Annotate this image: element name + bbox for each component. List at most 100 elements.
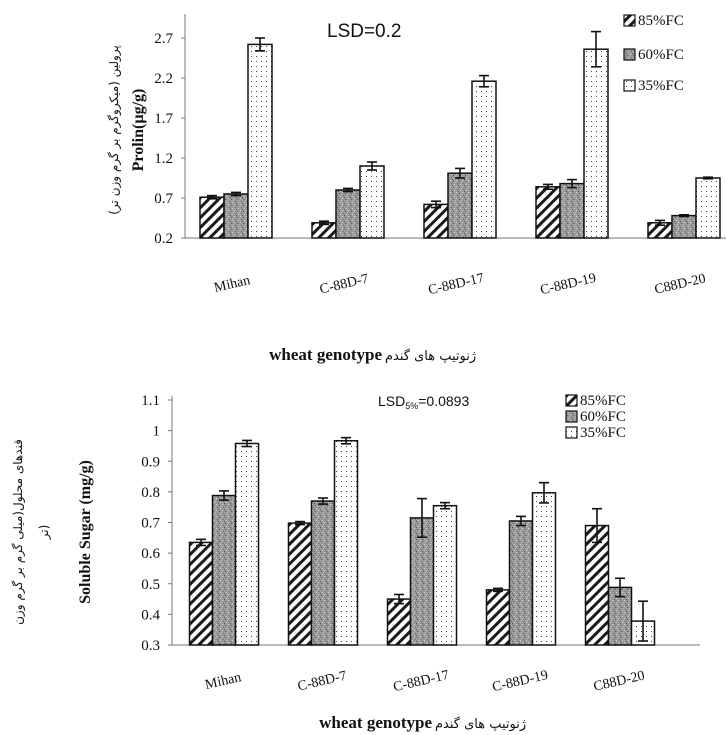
sugar-legend: 85%FC 60%FC 35%FC (565, 393, 626, 441)
error-bar-35fc (703, 176, 713, 180)
prolin-y-ticks: 0.2 0.7 1.2 1.7 2.2 2.7 (154, 31, 185, 247)
category-label: C-88D-7 (318, 272, 370, 298)
sugar-x-axis-label: wheat genotype (319, 713, 432, 732)
error-bar-85fc (196, 538, 206, 547)
sugar-x-axis-title: wheat genotype ژنوتیپ های گندم (319, 713, 526, 732)
y-tick-label: 2.2 (154, 71, 173, 87)
sugar-lsd-value: =0.0893 (418, 393, 469, 409)
y-tick-label: 1.7 (154, 111, 173, 127)
y-tick-label: 1.1 (141, 393, 160, 409)
prolin-x-axis-label: wheat genotype (269, 345, 382, 364)
bar-60fc (508, 520, 534, 646)
bar-35fc (695, 177, 721, 239)
legend-swatch-85 (565, 394, 578, 407)
y-tick-label: 0.5 (141, 577, 160, 593)
prolin-lsd-annotation: LSD=0.2 (327, 21, 401, 42)
bar-60fc (335, 189, 361, 239)
sugar-y-axis-label-fa-1: قندهای محلول(میلی گرم بر گرم وزن (11, 439, 26, 625)
legend-label-35: 35%FC (580, 425, 626, 441)
error-bar-35fc (255, 37, 265, 52)
category-label: C-88D-17 (392, 668, 451, 695)
sugar-y-axis-label: Soluble Sugar (mg/g) (77, 460, 94, 604)
y-tick-label: 2.7 (154, 31, 173, 47)
bar-85fc (386, 598, 412, 646)
error-bar-85fc (295, 520, 305, 526)
sugar-bars (188, 436, 656, 646)
error-bar-85fc (394, 593, 404, 605)
bar-85fc (485, 589, 511, 646)
bar-85fc (199, 196, 225, 239)
sugar-lsd-sub: 5% (405, 401, 418, 411)
error-bar-35fc (367, 161, 377, 171)
sugar-y-axis-label-fa-2: تر) (37, 525, 52, 541)
bar-35fc (234, 442, 260, 646)
prolin-y-axis-label-fa: پرولین (میکروگرم بر گرم وزن تر) (107, 45, 122, 215)
bar-85fc (287, 522, 313, 646)
error-bar-35fc (591, 30, 601, 68)
error-bar-60fc (516, 515, 526, 527)
bar-60fc (447, 172, 473, 239)
error-bar-35fc (638, 600, 648, 642)
error-bar-35fc (440, 501, 450, 510)
bar-60fc (671, 214, 697, 239)
y-tick-label: 0.7 (141, 516, 160, 532)
error-bar-60fc (455, 167, 465, 179)
legend-swatch-85 (623, 14, 636, 27)
sugar-chart: 0.3 0.4 0.5 0.6 0.7 0.8 0.9 1 1.1 Mihan C-88D-7 C-… (11, 393, 700, 732)
legend-label-85: 85%FC (580, 393, 626, 409)
error-bar-35fc (539, 481, 549, 504)
bar-35fc (432, 504, 458, 646)
bar-85fc (188, 541, 214, 646)
bar-85fc (584, 524, 610, 646)
bar-35fc (583, 48, 609, 239)
category-label: C88D-20 (592, 668, 646, 694)
error-bar-60fc (567, 178, 577, 189)
error-bar-60fc (417, 497, 427, 539)
error-bar-35fc (479, 74, 489, 88)
bar-35fc (247, 43, 273, 239)
bar-60fc (211, 494, 237, 646)
bar-85fc (423, 203, 449, 239)
bar-35fc (359, 165, 385, 239)
y-tick-label: 1.2 (154, 151, 173, 167)
error-bar-60fc (679, 214, 689, 218)
category-label: C-88D-19 (491, 668, 550, 695)
prolin-x-axis-title: wheat genotype ژنوتیپ های گندم (269, 345, 476, 364)
error-bar-85fc (319, 220, 329, 226)
error-bar-60fc (343, 187, 353, 193)
error-bar-60fc (318, 497, 328, 505)
category-label: C-88D-19 (539, 271, 598, 298)
category-label: C88D-20 (653, 271, 707, 297)
bar-60fc (310, 500, 336, 646)
error-bar-85fc (431, 200, 441, 209)
sugar-lsd-annotation: LSD5%=0.0893 (378, 393, 469, 411)
bar-85fc (535, 186, 561, 239)
error-bar-85fc (655, 219, 665, 226)
prolin-y-axis-label: Prolin(µg/g) (130, 89, 147, 172)
error-bar-60fc (231, 191, 241, 197)
sugar-x-axis-label-fa: ژنوتیپ های گندم (435, 716, 526, 732)
error-bar-60fc (219, 490, 229, 501)
bar-35fc (471, 80, 497, 239)
prolin-legend: 85%FC 60%FC 35%FC (623, 13, 684, 94)
prolin-x-axis-label-fa: ژنوتیپ های گندم (385, 348, 476, 364)
error-bar-35fc (242, 439, 252, 448)
legend-label-60: 60%FC (580, 409, 626, 425)
y-tick-label: 1 (153, 424, 161, 440)
error-bar-60fc (615, 577, 625, 598)
sugar-lsd-main: LSD (378, 393, 405, 409)
legend-label-85: 85%FC (638, 13, 684, 29)
legend-swatch-60 (565, 410, 578, 423)
legend-label-35: 35%FC (638, 78, 684, 94)
category-label: C-88D-7 (296, 669, 348, 695)
category-label: Mihan (204, 670, 243, 693)
y-tick-label: 0.3 (141, 638, 160, 654)
error-bar-35fc (341, 436, 351, 445)
error-bar-85fc (592, 507, 602, 544)
bar-35fc (333, 439, 359, 646)
prolin-category-labels: Mihan C-88D-7 C-88D-17 C-88D-19 C88D-20 (213, 271, 708, 298)
sugar-y-ticks: 0.3 0.4 0.5 0.6 0.7 0.8 0.9 1 1.1 (141, 393, 172, 654)
error-bar-85fc (493, 587, 503, 593)
y-tick-label: 0.4 (141, 607, 160, 623)
